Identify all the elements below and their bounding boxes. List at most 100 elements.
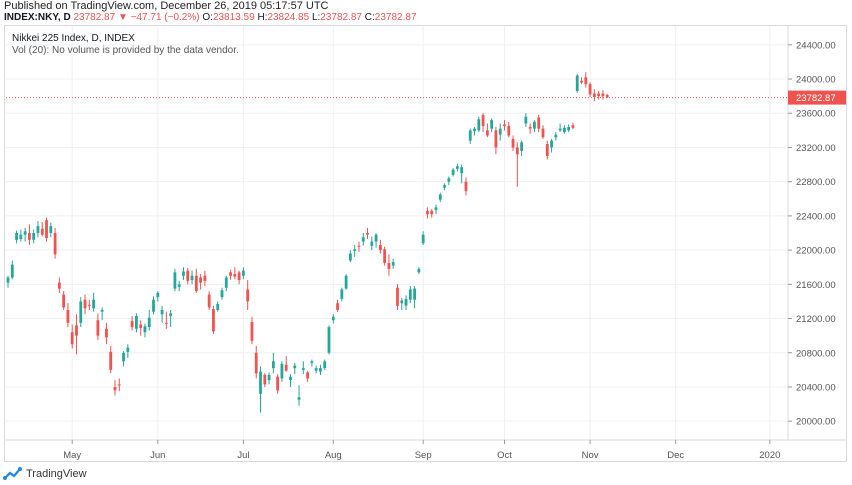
candle xyxy=(190,270,194,285)
candles xyxy=(6,72,609,413)
candle-body xyxy=(105,328,108,338)
candle-body xyxy=(297,397,301,400)
candle-body xyxy=(87,304,91,306)
x-tick-label: Oct xyxy=(497,450,512,461)
candle xyxy=(117,378,121,392)
candle xyxy=(62,291,66,310)
candle-body xyxy=(400,300,404,304)
x-tick-label: Sep xyxy=(415,450,432,461)
candle xyxy=(28,224,31,245)
candle xyxy=(580,77,583,85)
y-tick-label: 20800.00 xyxy=(796,348,836,359)
candle-body xyxy=(263,374,267,385)
candle xyxy=(537,114,541,133)
candle xyxy=(571,122,575,130)
candle-body xyxy=(490,120,494,129)
candle-body xyxy=(117,384,121,386)
candle xyxy=(584,72,588,88)
candle-body xyxy=(267,374,271,381)
candle xyxy=(130,315,134,331)
candle xyxy=(473,126,476,136)
candle-body xyxy=(528,126,532,129)
candle xyxy=(36,221,40,238)
y-tick-label: 21600.00 xyxy=(796,280,836,291)
candle-body xyxy=(323,361,327,369)
candle-body xyxy=(293,365,297,369)
candle xyxy=(588,82,592,97)
candle-body xyxy=(190,275,194,281)
candle xyxy=(70,324,74,349)
close-label: C: xyxy=(364,12,375,23)
candle-body xyxy=(357,245,361,247)
candle-body xyxy=(130,321,134,328)
candle-body xyxy=(70,332,74,345)
candle-body xyxy=(413,288,416,300)
candle xyxy=(563,125,566,134)
candle-body xyxy=(242,270,245,276)
candle-body xyxy=(173,272,177,289)
candle-body xyxy=(19,234,23,239)
candle xyxy=(438,192,442,203)
candle xyxy=(173,268,177,292)
candle-body xyxy=(404,298,408,306)
candle-body xyxy=(75,325,78,336)
candle-body xyxy=(40,228,44,235)
candle-body xyxy=(164,322,168,324)
candle-body xyxy=(554,134,558,138)
candle xyxy=(404,295,408,310)
candle xyxy=(349,250,352,263)
footer: TradingView xyxy=(0,462,87,485)
candle-body xyxy=(520,142,523,151)
candle xyxy=(49,222,53,238)
candle-body xyxy=(498,128,502,135)
candle-body xyxy=(113,386,117,391)
candle-body xyxy=(160,309,164,315)
candle xyxy=(468,128,472,145)
candle xyxy=(515,142,519,187)
candle-body xyxy=(224,277,228,288)
candle-body xyxy=(567,126,571,131)
candle-body xyxy=(447,178,451,182)
candle-body xyxy=(233,274,237,277)
candle-body xyxy=(6,277,10,283)
candle-body xyxy=(306,372,309,379)
candle-body xyxy=(109,351,113,370)
candle-body xyxy=(456,166,459,169)
candle-body xyxy=(366,233,369,235)
x-tick-label: Aug xyxy=(325,450,342,461)
candle xyxy=(400,298,404,310)
candle-body xyxy=(276,376,280,391)
candle xyxy=(605,94,609,98)
candle-body xyxy=(391,262,395,266)
candle-body xyxy=(280,363,284,379)
candle xyxy=(456,163,459,172)
candle xyxy=(434,204,438,215)
candle xyxy=(378,239,382,254)
candle xyxy=(203,270,207,287)
candle xyxy=(541,125,545,139)
candle-body xyxy=(92,299,95,309)
x-axis: May Jun Jul Aug Sep Oct Nov Dec 2020 xyxy=(6,439,846,461)
candle xyxy=(391,258,395,269)
candle xyxy=(460,164,464,184)
candle-body xyxy=(336,303,339,310)
candle xyxy=(156,291,160,302)
candle-body xyxy=(507,126,511,136)
candle-body xyxy=(370,241,374,246)
candle xyxy=(353,244,357,257)
candle-body xyxy=(601,93,605,97)
candle-body xyxy=(301,368,305,370)
symbol-label: INDEX:NKY, D xyxy=(4,12,71,23)
candle-body xyxy=(284,364,288,371)
candle xyxy=(374,233,378,248)
candle xyxy=(344,274,348,290)
candle xyxy=(263,373,267,387)
candle xyxy=(53,227,57,259)
x-tick-label: Jul xyxy=(237,450,249,461)
candle-body xyxy=(314,368,318,371)
candle xyxy=(357,241,361,252)
candle-body xyxy=(511,138,515,148)
candle xyxy=(520,140,523,157)
candle xyxy=(75,314,78,355)
